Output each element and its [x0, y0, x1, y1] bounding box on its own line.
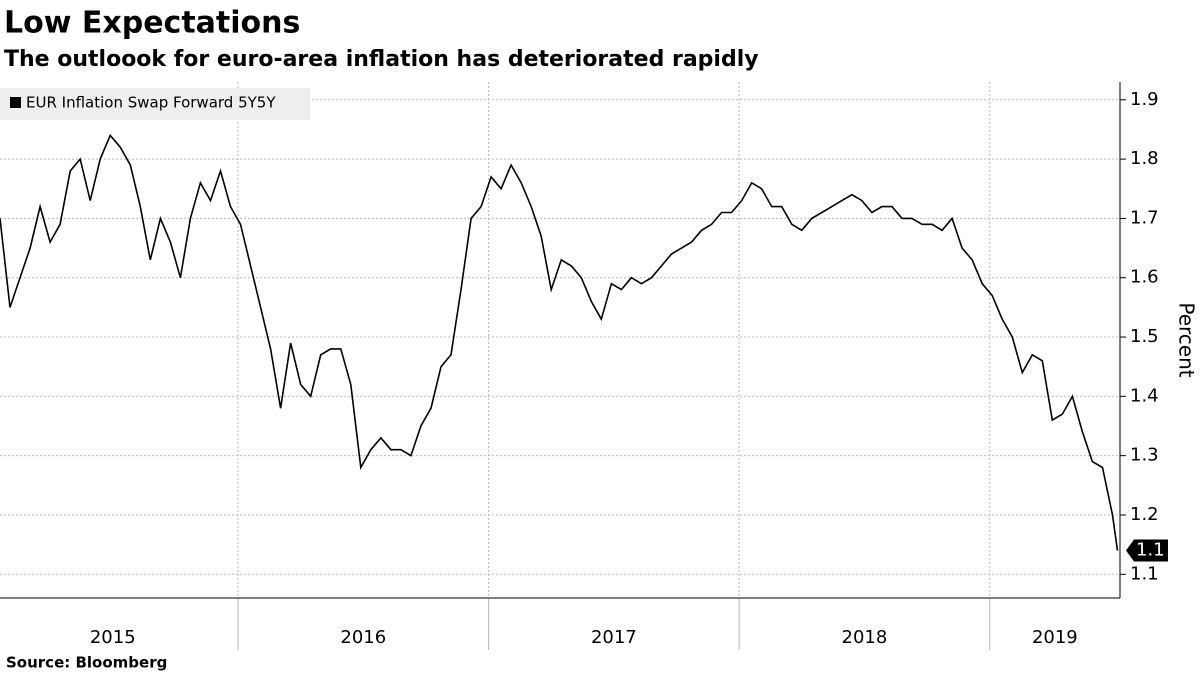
chart-title: Low Expectations	[4, 6, 300, 41]
x-tick-label: 2015	[90, 627, 136, 648]
last-value-tag	[1126, 539, 1168, 562]
y-tick-label: 1.8	[1130, 148, 1159, 169]
y-axis-label: Percent	[1175, 302, 1199, 377]
y-tick-label: 1.4	[1130, 385, 1159, 406]
chart-subtitle: The outloook for euro-area inflation has…	[4, 47, 759, 72]
y-tick-label: 1.9	[1130, 89, 1159, 110]
legend-box	[0, 88, 310, 120]
legend-swatch	[10, 97, 21, 108]
y-tick-label: 1.1	[1130, 563, 1159, 584]
x-tick-label: 2016	[340, 627, 386, 648]
last-value-label: 1.1	[1136, 540, 1165, 561]
x-tick-label: 2017	[591, 627, 637, 648]
y-tick-label: 1.6	[1130, 267, 1159, 288]
y-tick-label: 1.2	[1130, 504, 1159, 525]
source: Source: Bloomberg	[6, 654, 167, 672]
x-tick-label: 2018	[842, 627, 888, 648]
y-tick-label: 1.5	[1130, 326, 1159, 347]
legend-label: EUR Inflation Swap Forward 5Y5Y	[26, 94, 276, 112]
y-tick-label: 1.7	[1130, 207, 1159, 228]
x-tick-label: 2019	[1032, 627, 1078, 648]
y-tick-label: 1.3	[1130, 445, 1159, 466]
series-line	[0, 133, 1119, 551]
